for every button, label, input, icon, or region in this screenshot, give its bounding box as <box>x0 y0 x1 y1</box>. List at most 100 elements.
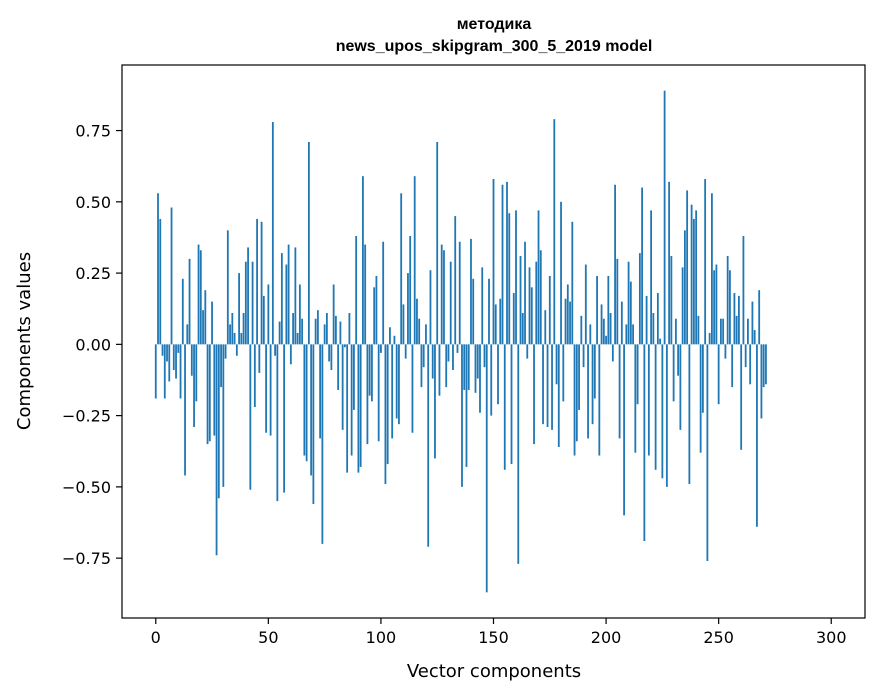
bar-106 <box>393 335 396 345</box>
bar-166 <box>528 267 531 345</box>
bar-46 <box>258 344 261 373</box>
bar-129 <box>445 344 448 388</box>
bar-52 <box>271 122 274 345</box>
bar-233 <box>679 344 682 430</box>
bar-199 <box>602 318 605 345</box>
bar-214 <box>636 344 639 405</box>
bar-165 <box>526 344 529 359</box>
bar-69 <box>310 344 313 476</box>
bar-147 <box>485 344 488 593</box>
bar-256 <box>731 344 734 388</box>
bar-265 <box>751 301 754 345</box>
bar-54 <box>276 344 279 502</box>
bar-112 <box>407 273 409 345</box>
bar-89 <box>355 236 358 345</box>
x-tick-label: 250 <box>703 628 734 647</box>
chart-title-line2: news_upos_skipgram_300_5_2019 model <box>336 38 653 55</box>
bar-37 <box>238 273 240 345</box>
bar-4 <box>163 344 166 399</box>
bar-154 <box>501 184 504 345</box>
bar-8 <box>172 344 175 370</box>
bar-13 <box>184 344 186 476</box>
bar-17 <box>193 344 195 428</box>
bar-209 <box>625 324 628 345</box>
bar-131 <box>449 261 452 345</box>
bar-175 <box>548 275 551 345</box>
bar-146 <box>483 344 486 368</box>
bar-176 <box>551 344 553 430</box>
bar-108 <box>398 344 400 425</box>
bar-141 <box>472 278 475 345</box>
bar-70 <box>312 344 315 504</box>
bar-30 <box>222 344 225 487</box>
bar-60 <box>289 344 292 365</box>
bar-164 <box>524 241 526 345</box>
bar-217 <box>643 344 646 542</box>
bar-188 <box>578 344 580 410</box>
x-tick-label: 200 <box>591 628 622 647</box>
bar-85 <box>346 344 349 473</box>
bar-45 <box>256 218 258 345</box>
bar-103 <box>386 344 389 465</box>
bar-223 <box>656 293 659 345</box>
bar-195 <box>593 344 596 399</box>
bar-150 <box>492 179 495 345</box>
bar-136 <box>461 344 463 487</box>
bar-258 <box>735 315 738 345</box>
x-tick-label: 100 <box>366 628 397 647</box>
bar-83 <box>341 344 344 430</box>
y-tick-label: 0.75 <box>75 122 111 141</box>
bar-167 <box>530 287 533 345</box>
bar-56 <box>280 253 283 345</box>
bar-113 <box>409 236 412 345</box>
bar-211 <box>629 281 632 345</box>
bar-102 <box>384 344 387 485</box>
bar-153 <box>499 298 502 345</box>
bar-93 <box>364 244 367 345</box>
bar-171 <box>539 250 542 345</box>
bar-28 <box>217 344 220 499</box>
bar-65 <box>301 318 304 345</box>
bar-264 <box>749 344 752 385</box>
bar-53 <box>274 344 276 356</box>
y-axis-label: Components values <box>14 252 35 430</box>
bar-130 <box>447 344 450 362</box>
bar-152 <box>497 344 499 405</box>
bar-156 <box>506 181 508 345</box>
bar-253 <box>724 344 727 359</box>
bar-160 <box>515 210 517 345</box>
bar-138 <box>465 344 468 467</box>
bar-192 <box>587 344 589 439</box>
bar-66 <box>303 344 306 456</box>
bar-12 <box>181 278 184 345</box>
bar-255 <box>729 270 731 345</box>
bar-1 <box>157 193 159 345</box>
bar-254 <box>726 255 729 345</box>
bar-244 <box>704 179 707 345</box>
bar-24 <box>208 344 211 442</box>
bar-94 <box>366 344 369 445</box>
bar-16 <box>190 344 193 376</box>
bar-196 <box>596 275 598 345</box>
bar-0 <box>154 344 157 399</box>
bar-227 <box>665 344 668 487</box>
bar-182 <box>564 298 567 345</box>
bar-161 <box>517 344 520 564</box>
bar-247 <box>711 193 713 345</box>
bar-73 <box>319 344 322 439</box>
bar-10 <box>177 344 180 353</box>
bar-148 <box>488 278 490 345</box>
bar-114 <box>411 344 414 433</box>
y-tick-label: 0.00 <box>75 335 111 354</box>
bar-238 <box>690 204 693 345</box>
bar-107 <box>395 344 398 419</box>
bar-116 <box>416 298 418 345</box>
bar-181 <box>562 344 565 402</box>
bar-87 <box>350 344 353 456</box>
bar-3 <box>161 344 164 356</box>
bar-63 <box>296 332 299 345</box>
bar-191 <box>584 264 587 345</box>
bar-187 <box>575 344 578 442</box>
bar-145 <box>481 267 484 345</box>
